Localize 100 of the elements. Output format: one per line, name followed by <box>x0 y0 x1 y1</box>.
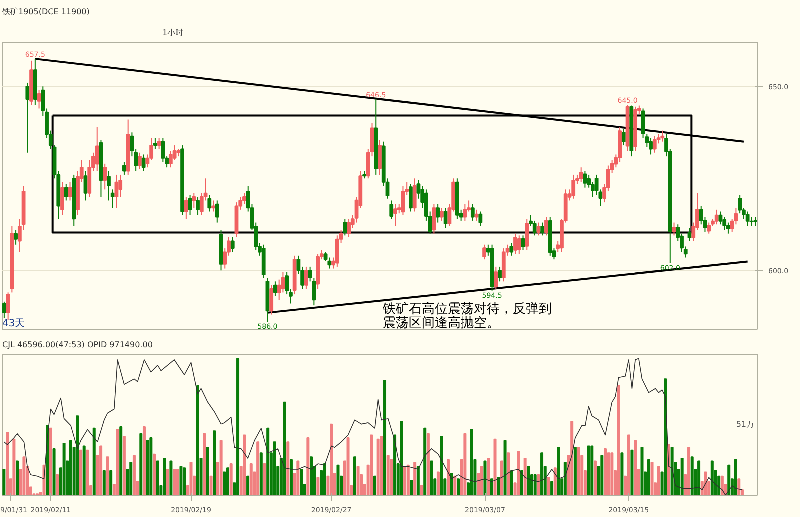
candlestick <box>208 194 212 212</box>
bar <box>610 452 614 496</box>
bar <box>106 456 110 496</box>
bar <box>356 466 360 496</box>
bar <box>574 447 577 496</box>
bar <box>570 421 574 496</box>
bar <box>537 474 540 496</box>
bar <box>190 462 193 496</box>
bar <box>688 447 691 496</box>
candlestick <box>540 222 545 236</box>
candlestick <box>714 209 719 226</box>
bar <box>6 432 10 496</box>
bar <box>286 442 290 496</box>
candlestick <box>192 192 196 209</box>
bar <box>550 481 554 496</box>
candlestick <box>188 194 192 216</box>
bar <box>470 429 474 496</box>
bar <box>170 460 173 496</box>
bar <box>577 447 580 496</box>
candlestick <box>230 237 235 253</box>
bar <box>243 434 246 496</box>
candlestick <box>343 218 348 236</box>
bar <box>130 462 133 496</box>
bar <box>680 458 684 496</box>
bar <box>206 447 210 496</box>
candlestick <box>138 152 142 170</box>
bar <box>116 429 120 496</box>
annotation: 铁矿石高位震荡对待，反弹到 <box>382 300 552 316</box>
bar <box>650 462 654 496</box>
bar <box>500 460 504 496</box>
candlestick <box>498 266 502 282</box>
candlestick <box>394 204 398 227</box>
bar <box>728 464 731 496</box>
bar <box>534 474 537 496</box>
bar <box>494 438 497 496</box>
bar <box>524 458 527 496</box>
candlestick <box>525 218 530 251</box>
bar <box>102 470 106 496</box>
candlestick <box>432 204 436 234</box>
bar <box>430 460 434 496</box>
candlestick <box>14 230 18 246</box>
candlestick <box>544 216 548 236</box>
candlestick <box>649 138 653 156</box>
candlestick <box>60 182 64 216</box>
candlestick <box>401 186 406 216</box>
candlestick <box>122 162 126 176</box>
chart-title: 铁矿1905(DCE 11900) <box>2 8 90 16</box>
bar <box>246 476 250 496</box>
candlestick <box>470 204 475 222</box>
bar <box>640 447 644 496</box>
candlestick <box>660 130 665 142</box>
candlestick <box>707 222 712 234</box>
bar <box>527 466 530 496</box>
candlestick <box>440 208 444 222</box>
candlestick <box>157 138 162 150</box>
bar <box>52 448 56 496</box>
candlestick <box>746 211 750 227</box>
bar <box>373 476 376 496</box>
bar <box>300 468 303 496</box>
candlestick <box>652 136 657 154</box>
bar <box>517 451 520 496</box>
bar <box>260 452 263 496</box>
bar <box>236 358 240 496</box>
bar <box>69 440 72 496</box>
candlestick <box>482 244 486 260</box>
bar <box>520 470 524 496</box>
bar <box>390 459 394 496</box>
bar <box>336 464 340 496</box>
bar <box>346 438 350 496</box>
bar <box>323 464 326 496</box>
candlestick <box>478 211 483 227</box>
bar <box>92 428 96 496</box>
candlestick <box>37 90 42 110</box>
bar <box>627 434 630 496</box>
bar <box>424 428 427 496</box>
bar <box>166 468 170 496</box>
annotation: 43天 <box>2 318 26 330</box>
bar <box>306 438 310 496</box>
bar <box>436 472 440 496</box>
bar <box>487 458 490 496</box>
bar <box>554 468 557 496</box>
chart-title: CJL 46596.00(47:53) OPID 971490.00 <box>2 340 153 350</box>
bar <box>450 473 454 496</box>
bar <box>56 474 60 496</box>
candlestick <box>572 174 576 200</box>
bar <box>256 442 260 496</box>
bar <box>497 477 500 496</box>
bar <box>220 440 223 496</box>
bar <box>296 460 300 496</box>
bar <box>410 480 414 496</box>
bar <box>414 462 417 496</box>
candlestick <box>494 266 498 290</box>
bar <box>587 446 590 496</box>
bar <box>120 426 123 496</box>
bar <box>226 468 230 496</box>
candlestick <box>26 82 30 154</box>
candlestick <box>688 228 692 242</box>
bar <box>163 458 166 496</box>
candlestick <box>583 170 588 188</box>
bar <box>400 421 404 496</box>
